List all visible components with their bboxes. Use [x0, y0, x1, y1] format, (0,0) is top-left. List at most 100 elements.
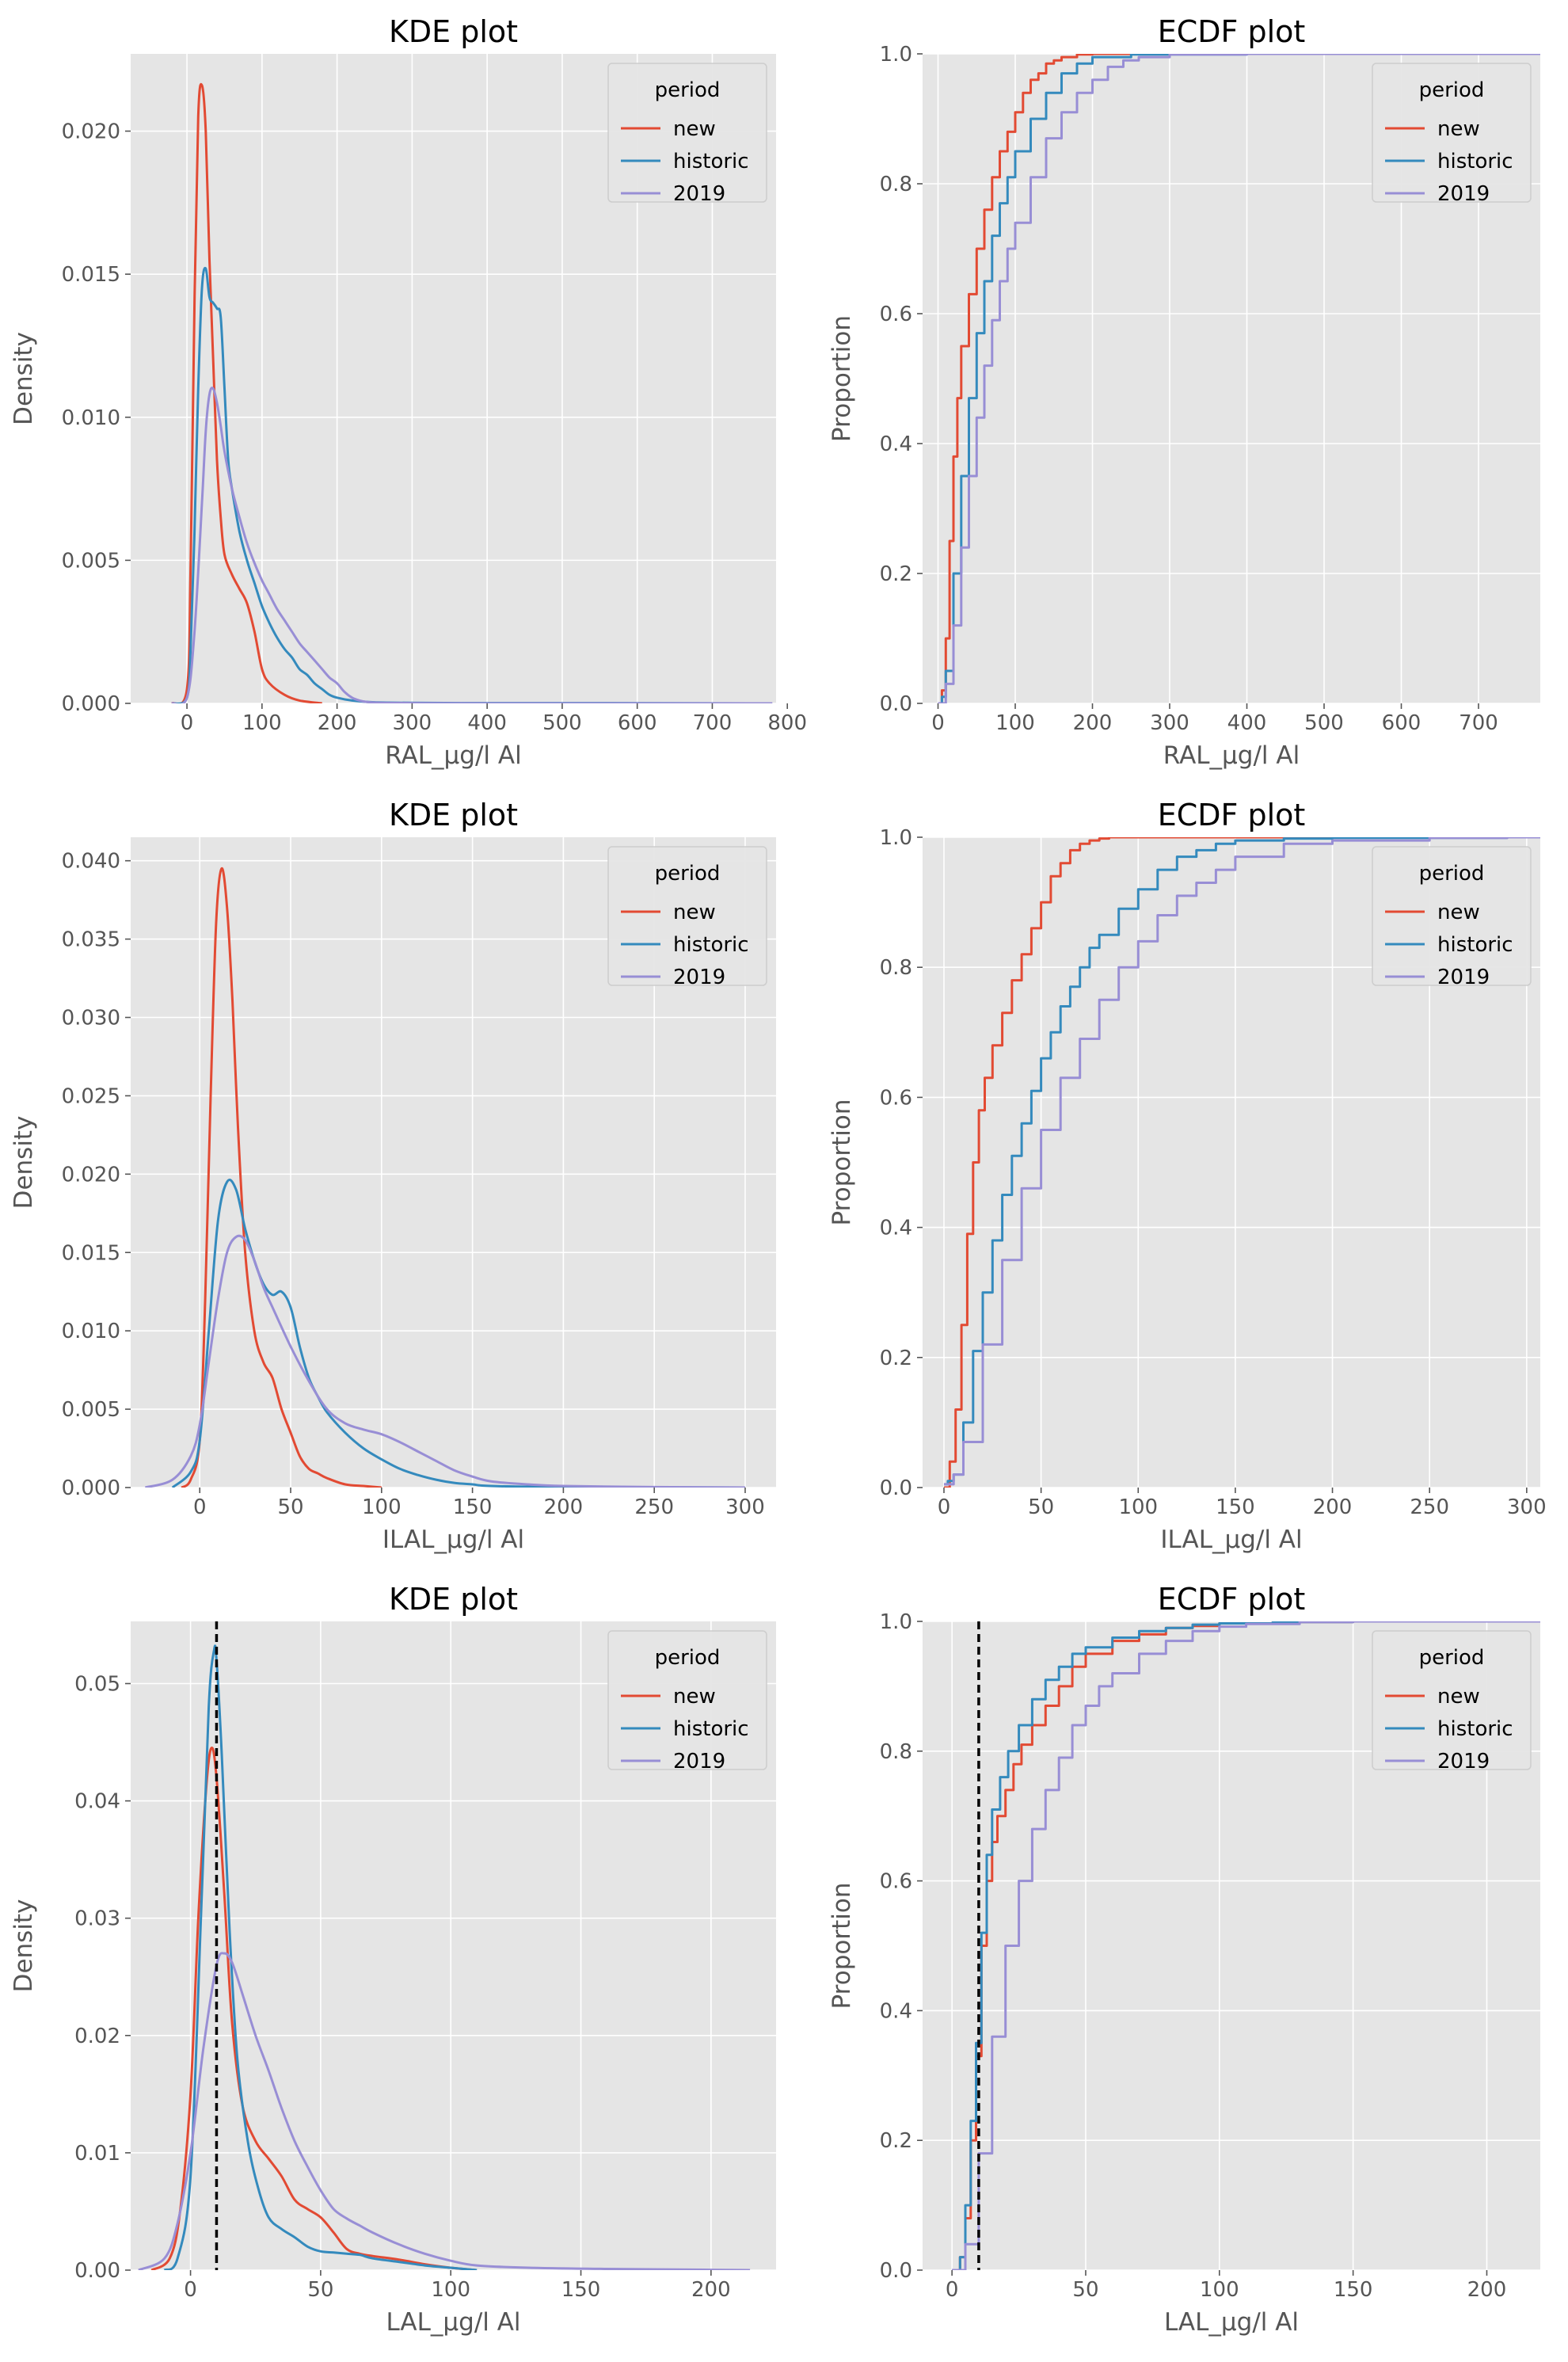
series-line-2019	[938, 54, 1540, 703]
y-tick-label: 0.03	[74, 1907, 120, 1931]
y-tick-label: 0.0	[880, 2259, 912, 2283]
series-line-historic	[952, 1621, 1540, 2270]
x-tick-label: 150	[453, 1495, 493, 1519]
legend-entry-2019: 2019	[673, 1750, 725, 1773]
legend-title: period	[1419, 862, 1485, 886]
legend-entry-new: new	[673, 117, 716, 141]
y-tick-label: 0.4	[880, 1999, 912, 2023]
panel-p6: 0 50 100 150 200 0.0 0.2 0.4 0.6 0.8 1.0 ECDF plot L…	[828, 1582, 1540, 2337]
y-tick-label: 0.020	[62, 1163, 120, 1187]
legend-title: period	[655, 862, 721, 886]
series-line-historic	[944, 837, 1540, 1486]
x-tick-label: 300	[393, 711, 432, 735]
x-tick-label: 200	[1073, 711, 1113, 735]
y-axis-label: Proportion	[828, 1099, 856, 1226]
series-line-2019	[952, 1621, 1540, 2270]
y-axis-label: Proportion	[828, 315, 856, 442]
legend-entry-new: new	[1437, 901, 1480, 924]
x-tick-label: 500	[1304, 711, 1344, 735]
legend-title: period	[655, 1646, 721, 1670]
y-tick-label: 0.015	[62, 263, 120, 287]
legend-entry-historic: historic	[673, 1717, 749, 1741]
x-tick-label: 100	[242, 711, 282, 735]
x-tick-label: 50	[277, 1495, 303, 1519]
legend-entry-2019: 2019	[1437, 966, 1490, 989]
y-tick-label: 0.8	[880, 1740, 912, 1764]
legend-title: period	[655, 78, 721, 102]
legend-entry-2019: 2019	[673, 182, 725, 206]
series-group	[952, 1621, 1540, 2270]
legend: period new historic 2019	[1372, 63, 1532, 206]
x-tick-label: 0	[931, 711, 945, 735]
y-tick-label: 0.005	[62, 549, 120, 573]
y-tick-label: 0.040	[62, 850, 120, 874]
x-tick-label: 0	[184, 2278, 197, 2302]
series-group	[171, 82, 773, 703]
x-tick-label: 600	[1382, 711, 1421, 735]
x-axis-label: ILAL_µg/l Al	[382, 1526, 524, 1554]
x-tick-label: 150	[561, 2278, 601, 2302]
series-line-2019	[144, 1234, 746, 1488]
legend-box	[1372, 1630, 1532, 1770]
legend: period new historic 2019	[1372, 1630, 1532, 1773]
y-tick-label: 1.0	[880, 1610, 912, 1634]
series-line-2019	[171, 387, 773, 703]
legend-box	[1372, 846, 1532, 986]
legend: period new historic 2019	[1372, 846, 1532, 989]
x-tick-label: 100	[362, 1495, 402, 1519]
x-tick-label: 200	[544, 1495, 584, 1519]
series-line-new	[171, 82, 322, 703]
series-line-new	[150, 1747, 478, 2270]
y-tick-label: 0.05	[74, 1672, 120, 1696]
series-line-new	[181, 867, 382, 1488]
panel-p5: 0 50 100 150 200 0.00 0.01 0.02 0.03 0.04 0.05 KDE …	[10, 1582, 776, 2337]
panel-p3: 0 50 100 150 200 250 300 0.000 0.005 0.010 0.015 0.…	[10, 798, 776, 1554]
x-axis-label: LAL_µg/l Al	[1164, 2308, 1299, 2337]
legend: period new historic 2019	[607, 846, 767, 989]
legend-entry-historic: historic	[1437, 1717, 1513, 1741]
x-tick-label: 500	[542, 711, 582, 735]
legend-box	[607, 63, 767, 203]
y-tick-label: 0.020	[62, 120, 120, 144]
x-tick-label: 700	[1459, 711, 1498, 735]
legend-box	[1372, 63, 1532, 203]
legend-title: period	[1419, 78, 1485, 102]
legend-entry-2019: 2019	[1437, 1750, 1490, 1773]
y-tick-label: 0.00	[74, 2259, 120, 2283]
y-tick-label: 0.01	[74, 2142, 120, 2166]
y-tick-label: 0.8	[880, 956, 912, 980]
legend: period new historic 2019	[607, 1630, 767, 1773]
chart-title: KDE plot	[389, 14, 518, 49]
series-group	[144, 867, 746, 1488]
legend-entry-historic: historic	[673, 933, 749, 957]
x-tick-label: 200	[1313, 1495, 1353, 1519]
y-tick-label: 0.4	[880, 432, 912, 456]
x-tick-label: 300	[1507, 1495, 1547, 1519]
y-tick-label: 0.025	[62, 1084, 120, 1108]
y-tick-label: 1.0	[880, 826, 912, 850]
x-tick-label: 100	[995, 711, 1035, 735]
legend-entry-new: new	[1437, 1685, 1480, 1709]
legend-entry-historic: historic	[1437, 933, 1513, 957]
x-axis-label: LAL_µg/l Al	[386, 2308, 520, 2337]
y-tick-label: 0.6	[880, 1086, 912, 1110]
y-tick-label: 0.030	[62, 1007, 120, 1031]
y-tick-label: 0.8	[880, 173, 912, 196]
series-line-historic	[163, 1644, 478, 2270]
y-tick-label: 0.000	[62, 1476, 120, 1500]
legend-entry-new: new	[673, 1685, 716, 1709]
x-tick-label: 0	[193, 1495, 207, 1519]
y-tick-label: 0.005	[62, 1398, 120, 1422]
y-tick-label: 0.0	[880, 1476, 912, 1500]
y-tick-label: 1.0	[880, 43, 912, 67]
chart-title: KDE plot	[389, 1582, 518, 1617]
x-tick-label: 100	[431, 2278, 470, 2302]
chart-title: ECDF plot	[1158, 1582, 1306, 1617]
y-tick-label: 0.2	[880, 2129, 912, 2153]
chart-title: ECDF plot	[1158, 14, 1306, 49]
y-tick-label: 0.04	[74, 1790, 120, 1814]
x-tick-label: 100	[1118, 1495, 1158, 1519]
y-tick-label: 0.2	[880, 1347, 912, 1370]
x-tick-label: 100	[1200, 2278, 1239, 2302]
